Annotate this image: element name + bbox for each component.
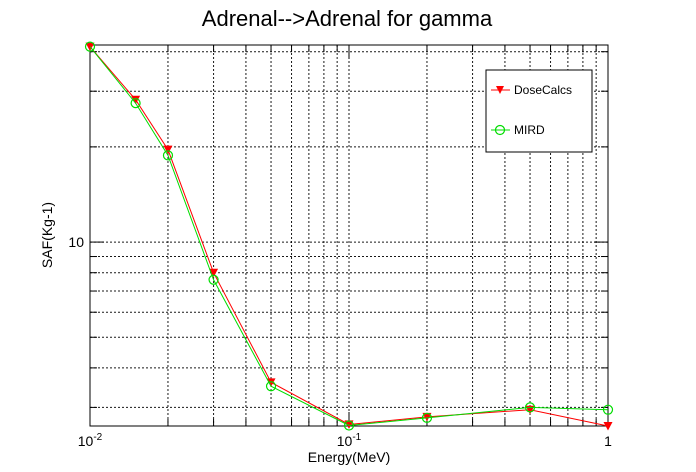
legend-label-mird: MIRD xyxy=(514,123,545,137)
series-mird xyxy=(84,41,614,431)
data-series xyxy=(84,41,614,431)
axis-tick-labels: 10-2 10-1 1 10 xyxy=(68,234,612,449)
grid-lines xyxy=(90,45,608,426)
legend-marker-mird xyxy=(494,124,506,136)
legend-marker-dosecalcs xyxy=(496,86,504,94)
x-axis-label: Energy(MeV) xyxy=(308,449,390,465)
data-point-dosecalcs xyxy=(344,420,354,429)
data-point-mird xyxy=(602,404,614,415)
legend-label-dosecalcs: DoseCalcs xyxy=(514,83,572,97)
data-point-dosecalcs xyxy=(163,145,173,155)
chart-title: Adrenal-->Adrenal for gamma xyxy=(202,6,493,31)
axis-ticks xyxy=(89,45,608,426)
data-point-dosecalcs xyxy=(603,422,613,431)
x-tick-label: 10-1 xyxy=(337,432,362,449)
data-point-mird xyxy=(130,98,141,109)
data-point-mird xyxy=(84,41,96,52)
data-point-dosecalcs xyxy=(422,412,432,422)
data-point-dosecalcs xyxy=(266,378,276,387)
data-point-mird xyxy=(524,402,536,413)
series-dosecalcs xyxy=(85,42,613,431)
data-point-mird xyxy=(265,381,277,392)
data-point-mird xyxy=(208,274,219,285)
legend: DoseCalcs MIRD xyxy=(485,69,593,153)
data-point-mird xyxy=(162,150,174,161)
legend-box xyxy=(485,69,593,153)
data-point-dosecalcs xyxy=(131,95,141,105)
y-tick-label: 10 xyxy=(68,234,84,250)
y-axis-label: SAF(Kg-1) xyxy=(39,202,55,268)
data-point-mird xyxy=(421,412,433,423)
series-line-mird xyxy=(89,46,609,426)
x-tick-label: 10-2 xyxy=(78,432,103,449)
data-point-mird xyxy=(343,420,355,431)
data-point-dosecalcs xyxy=(209,268,219,278)
x-tick-label: 1 xyxy=(604,433,612,449)
